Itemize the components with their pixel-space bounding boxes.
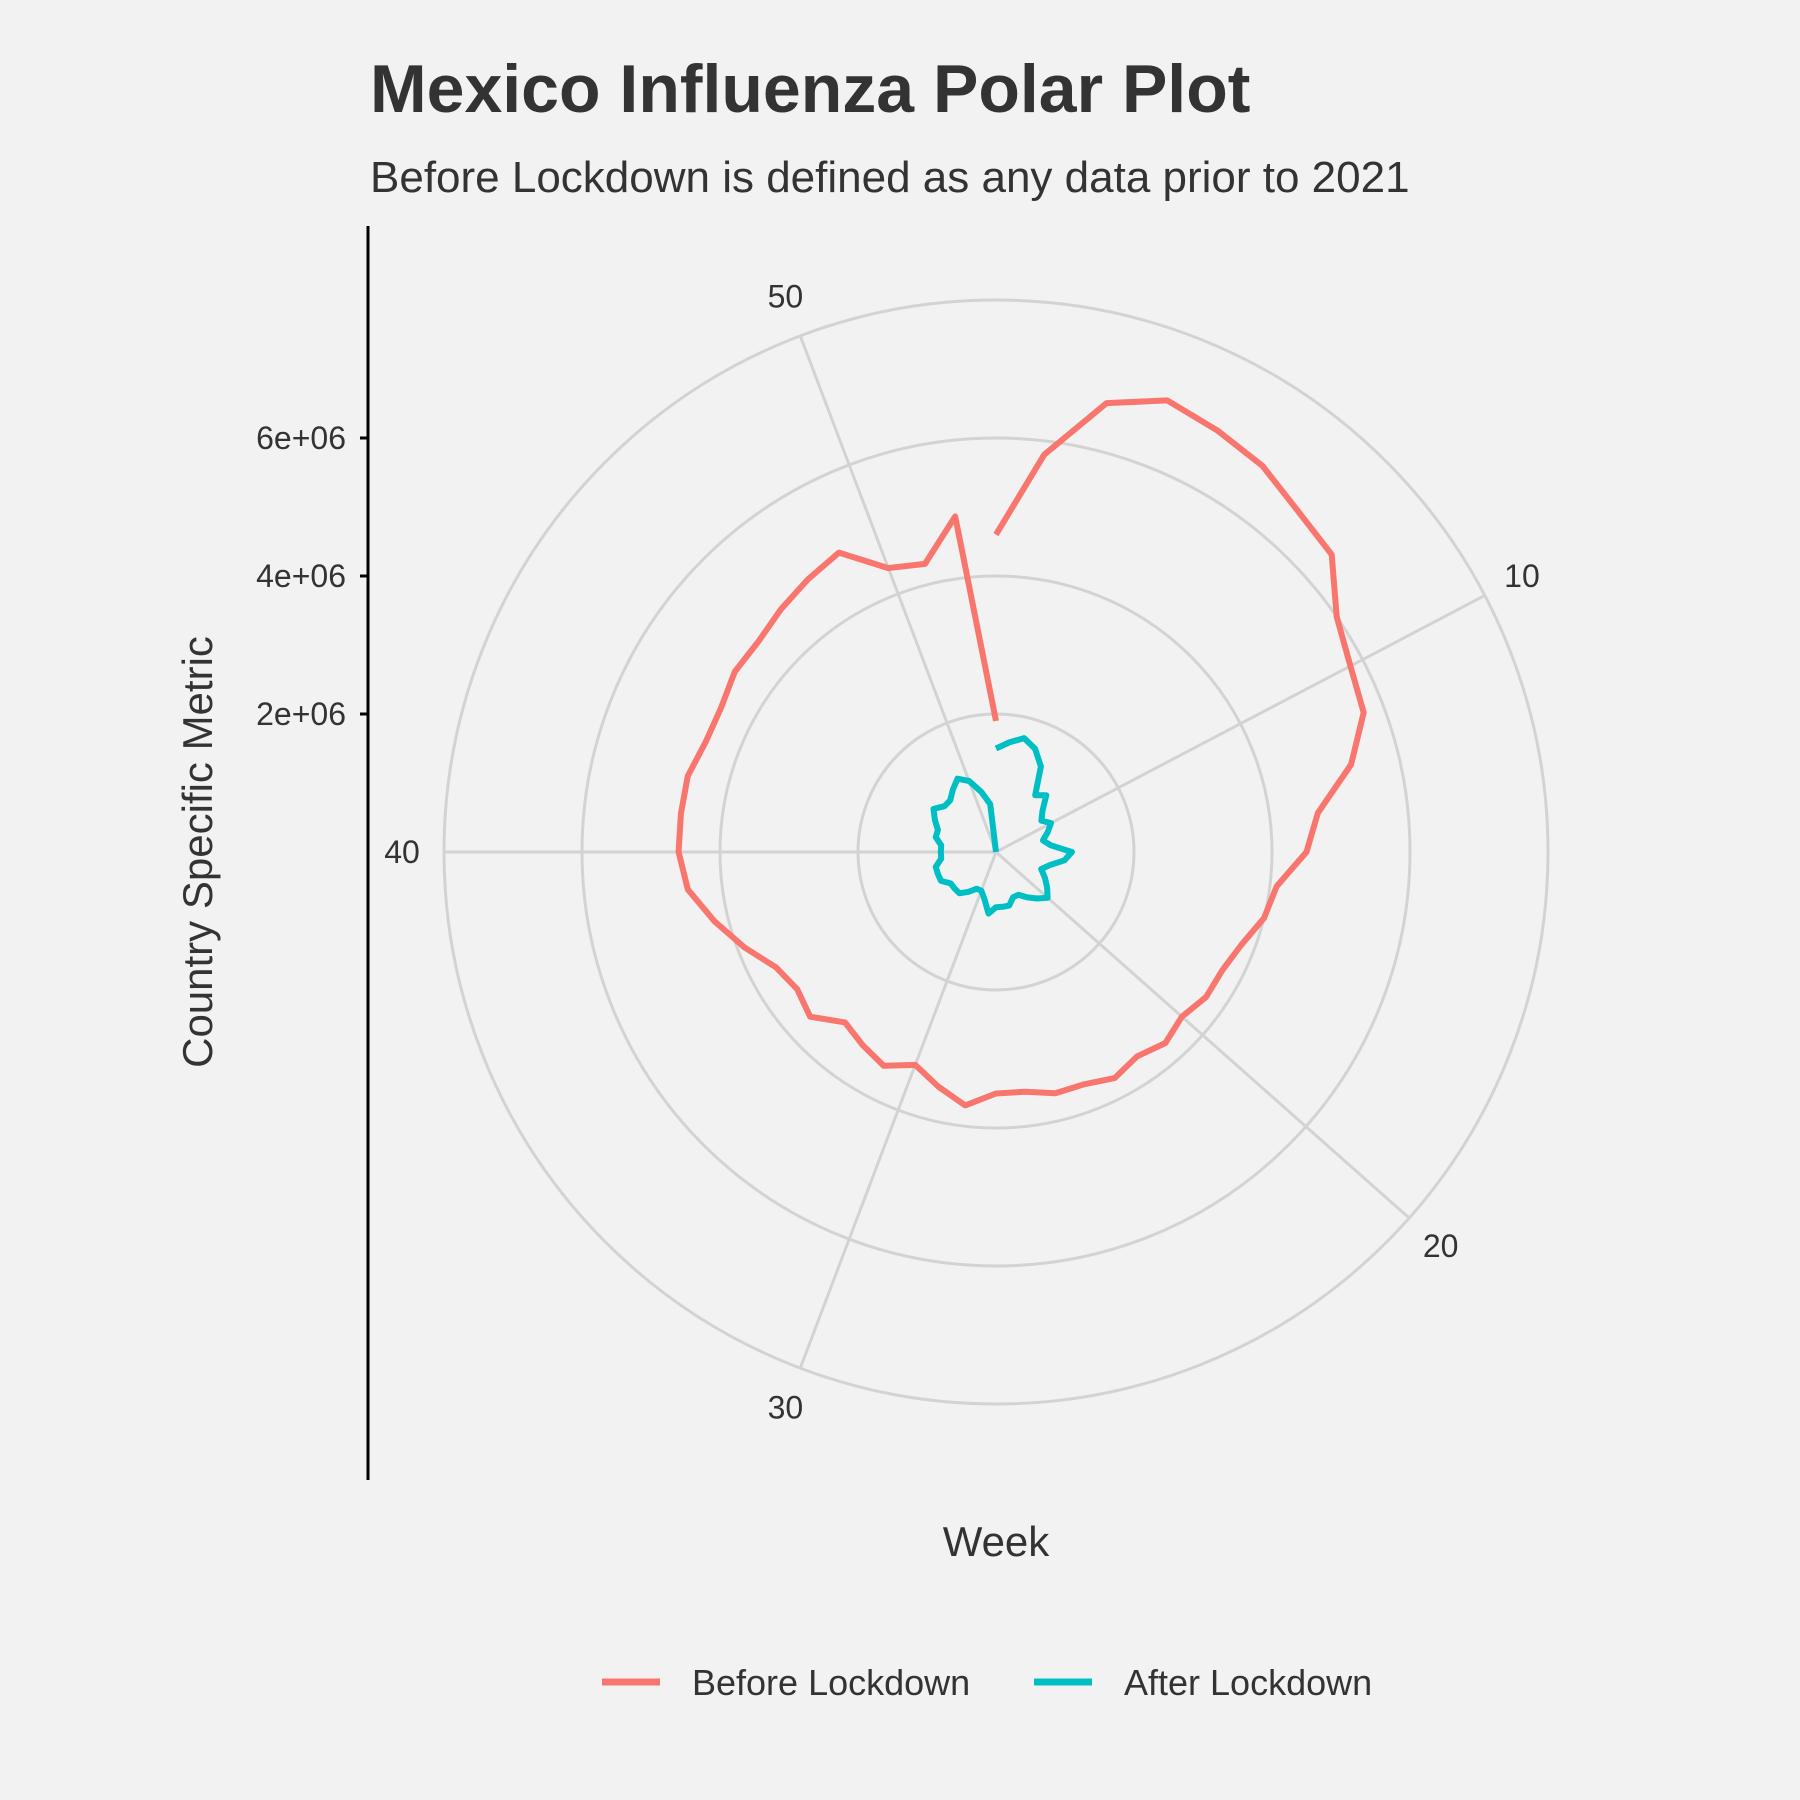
- grid-spoke-30: [798, 851, 998, 1369]
- theta-tick-label-30: 30: [768, 1389, 804, 1425]
- y-axis-ticks: 2e+06 4e+06 6e+06: [256, 420, 368, 732]
- y-tick-label-2: 4e+06: [256, 558, 346, 594]
- theta-tick-label-10: 10: [1504, 558, 1540, 594]
- y-tick-label-1: 2e+06: [256, 696, 346, 732]
- theta-tick-label-20: 20: [1423, 1228, 1459, 1264]
- chart-title: Mexico Influenza Polar Plot: [370, 51, 1250, 127]
- grid-spoke-20: [995, 850, 1411, 1220]
- theta-tick-labels: 10 20 30 40 50: [384, 279, 1540, 1426]
- legend-label-before-lockdown: Before Lockdown: [692, 1662, 970, 1703]
- series-lines: [675, 397, 1367, 1109]
- theta-tick-label-40: 40: [384, 834, 420, 870]
- y-tick-label-3: 6e+06: [256, 420, 346, 456]
- polar-grid: [442, 298, 1550, 1406]
- legend-label-after-lockdown: After Lockdown: [1124, 1662, 1372, 1703]
- theta-tick-label-50: 50: [768, 279, 804, 315]
- grid-spoke-50: [798, 335, 998, 853]
- y-axis-title: Country Specific Metric: [174, 636, 221, 1068]
- grid-spoke-10: [995, 594, 1486, 854]
- series-line-before-lockdown: [675, 397, 1367, 1109]
- x-axis-title: Week: [943, 1518, 1051, 1565]
- legend: Before Lockdown After Lockdown: [602, 1662, 1372, 1703]
- series-line-after-lockdown: [930, 735, 1075, 917]
- chart-subtitle: Before Lockdown is defined as any data p…: [370, 153, 1410, 202]
